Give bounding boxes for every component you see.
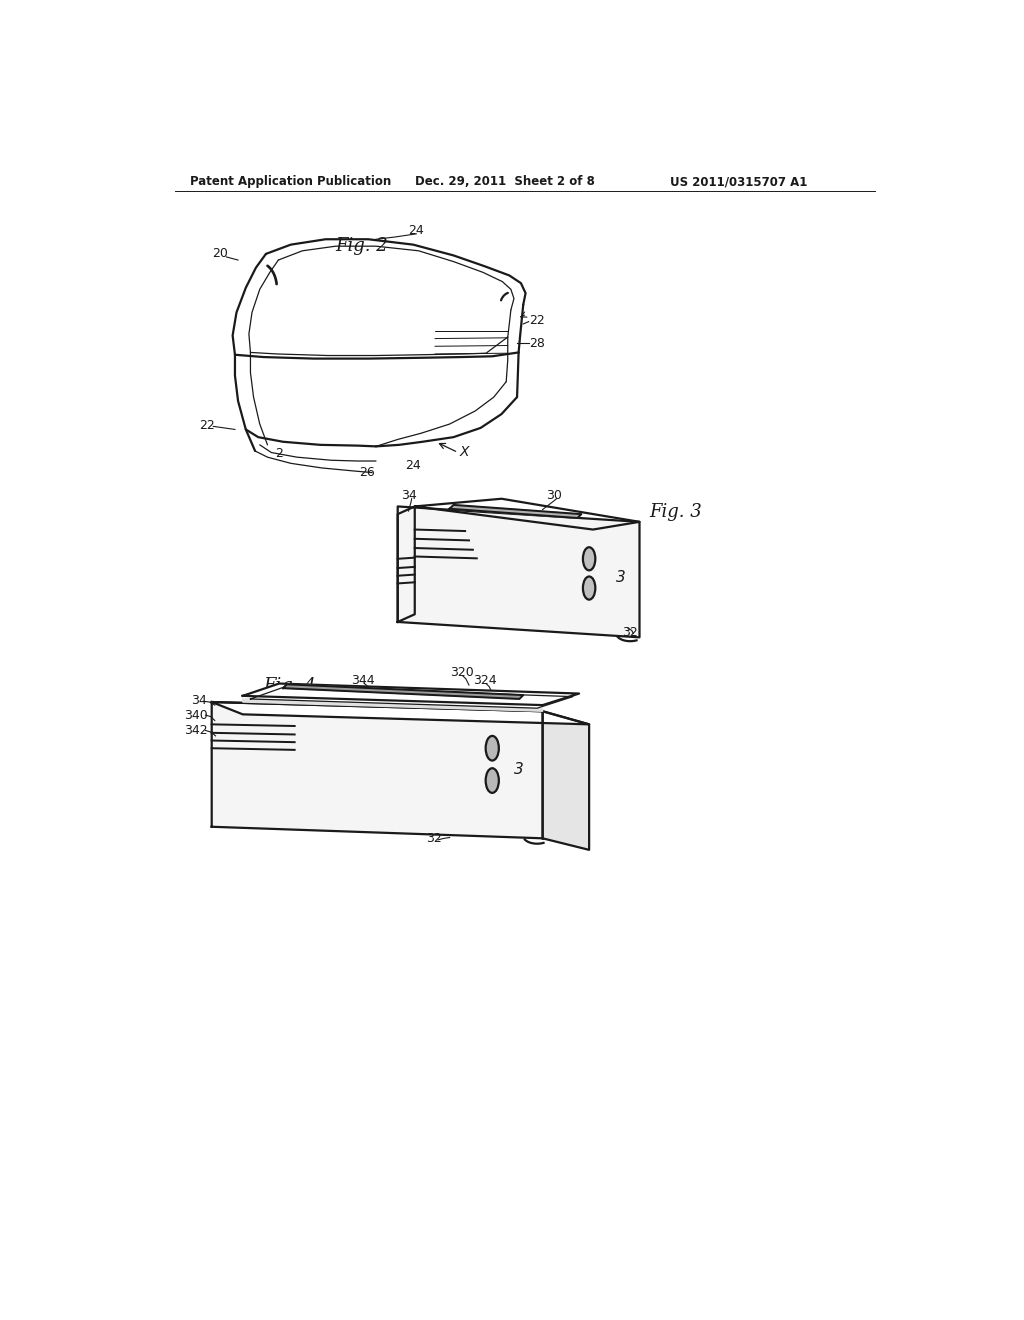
Text: 2: 2 bbox=[275, 447, 283, 461]
Ellipse shape bbox=[485, 768, 499, 793]
Polygon shape bbox=[212, 702, 589, 725]
Text: 320: 320 bbox=[450, 665, 473, 678]
Polygon shape bbox=[397, 507, 415, 622]
Text: 342: 342 bbox=[183, 725, 208, 738]
Polygon shape bbox=[397, 507, 640, 638]
Polygon shape bbox=[450, 506, 582, 517]
Ellipse shape bbox=[583, 548, 595, 570]
Text: 26: 26 bbox=[359, 466, 375, 479]
Polygon shape bbox=[243, 684, 579, 705]
Text: 22: 22 bbox=[200, 420, 215, 433]
Text: X: X bbox=[460, 445, 469, 458]
Text: 20: 20 bbox=[212, 247, 227, 260]
Text: US 2011/0315707 A1: US 2011/0315707 A1 bbox=[671, 176, 808, 189]
Text: 32: 32 bbox=[623, 626, 638, 639]
Polygon shape bbox=[283, 684, 523, 700]
Polygon shape bbox=[243, 700, 543, 711]
Text: 324: 324 bbox=[473, 673, 497, 686]
Text: 34: 34 bbox=[191, 693, 207, 706]
Text: Patent Application Publication: Patent Application Publication bbox=[190, 176, 391, 189]
Text: 3: 3 bbox=[514, 763, 523, 777]
Polygon shape bbox=[543, 711, 589, 850]
Polygon shape bbox=[212, 702, 543, 838]
Text: 344: 344 bbox=[351, 673, 375, 686]
Text: 22: 22 bbox=[529, 314, 545, 327]
Ellipse shape bbox=[485, 737, 499, 760]
Text: Fig. 3: Fig. 3 bbox=[649, 503, 701, 521]
Text: Fig. 2: Fig. 2 bbox=[336, 238, 388, 255]
Text: Fig. 4: Fig. 4 bbox=[263, 677, 316, 696]
Text: 32: 32 bbox=[426, 832, 442, 845]
Text: 24: 24 bbox=[409, 224, 424, 236]
Text: 30: 30 bbox=[547, 488, 562, 502]
Text: 34: 34 bbox=[400, 488, 417, 502]
Text: 28: 28 bbox=[529, 337, 546, 350]
Text: 3: 3 bbox=[616, 570, 626, 585]
Text: 340: 340 bbox=[183, 709, 208, 722]
Text: Dec. 29, 2011  Sheet 2 of 8: Dec. 29, 2011 Sheet 2 of 8 bbox=[415, 176, 595, 189]
Ellipse shape bbox=[583, 577, 595, 599]
Polygon shape bbox=[415, 499, 640, 529]
Text: 24: 24 bbox=[406, 459, 421, 473]
